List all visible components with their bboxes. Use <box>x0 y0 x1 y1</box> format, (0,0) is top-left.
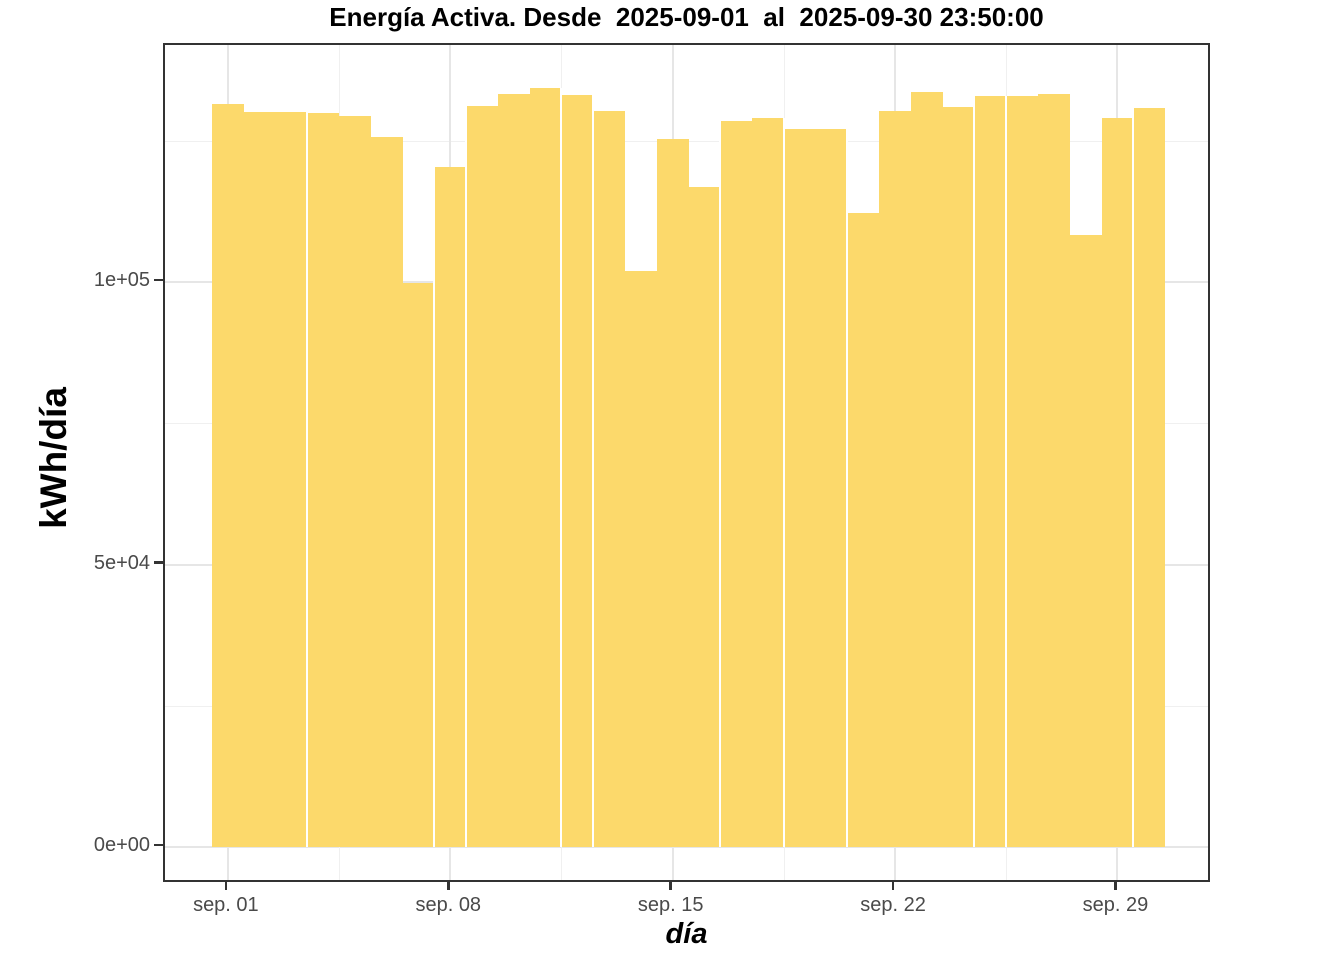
bar-seam <box>1132 107 1135 847</box>
bar <box>561 94 594 847</box>
y-tick-mark <box>154 561 163 564</box>
bar <box>466 105 498 847</box>
bar-seam <box>433 167 436 847</box>
bar <box>1133 107 1166 847</box>
bar-seam <box>592 94 595 847</box>
bar <box>910 92 943 847</box>
bar <box>974 95 1007 847</box>
bar <box>752 117 784 847</box>
bar-seam <box>846 128 849 847</box>
x-tick-mark <box>891 882 895 890</box>
chart-title: Energía Activa. Desde 2025-09-01 al 2025… <box>329 2 1044 32</box>
x-tick-mark <box>1114 882 1117 890</box>
bar-seam <box>973 95 976 847</box>
y-tick-label: 1e+05 <box>93 269 150 291</box>
bar <box>370 137 403 847</box>
y-axis-title: kWh/día <box>33 387 74 529</box>
x-tick-label: sep. 22 <box>860 894 926 916</box>
bar-seam <box>560 88 563 847</box>
bar <box>815 128 848 847</box>
bar <box>593 111 625 847</box>
x-axis-title: día <box>665 918 708 950</box>
bar <box>529 88 562 847</box>
bar <box>656 139 689 847</box>
y-tick-mark <box>154 278 163 282</box>
bar <box>879 111 911 847</box>
x-tick-label: sep. 01 <box>193 894 259 916</box>
bar <box>1038 94 1070 847</box>
bar <box>434 167 467 847</box>
y-tick-label: 5e+04 <box>93 551 150 574</box>
bar <box>275 111 308 847</box>
bar <box>942 106 975 847</box>
bar <box>212 104 244 847</box>
bar <box>688 187 721 847</box>
bar <box>307 113 340 847</box>
y-tick-mark <box>154 843 163 847</box>
x-tick-mark <box>447 882 450 890</box>
x-tick-label: sep. 15 <box>637 894 704 916</box>
bar <box>720 120 753 847</box>
bar-seam <box>1005 95 1008 847</box>
bar <box>847 212 880 847</box>
y-tick-label: 0e+00 <box>93 834 150 856</box>
x-tick-mark <box>224 882 228 890</box>
bar-seam <box>306 111 309 847</box>
x-tick-mark <box>669 882 672 890</box>
bar <box>402 283 435 847</box>
bar-seam <box>782 117 785 847</box>
x-tick-label: sep. 08 <box>415 894 482 916</box>
h-gridline-major <box>165 846 1208 848</box>
bar <box>783 128 816 847</box>
bar <box>1101 117 1134 847</box>
x-tick-label: sep. 29 <box>1082 894 1149 916</box>
bar <box>243 111 276 847</box>
bar <box>339 115 371 847</box>
bar <box>625 271 657 847</box>
bar <box>1006 95 1039 847</box>
plot-panel <box>163 43 1210 882</box>
bar-seam <box>465 105 468 847</box>
bar <box>1069 234 1102 847</box>
bar-seam <box>719 120 722 847</box>
bar <box>497 94 530 847</box>
